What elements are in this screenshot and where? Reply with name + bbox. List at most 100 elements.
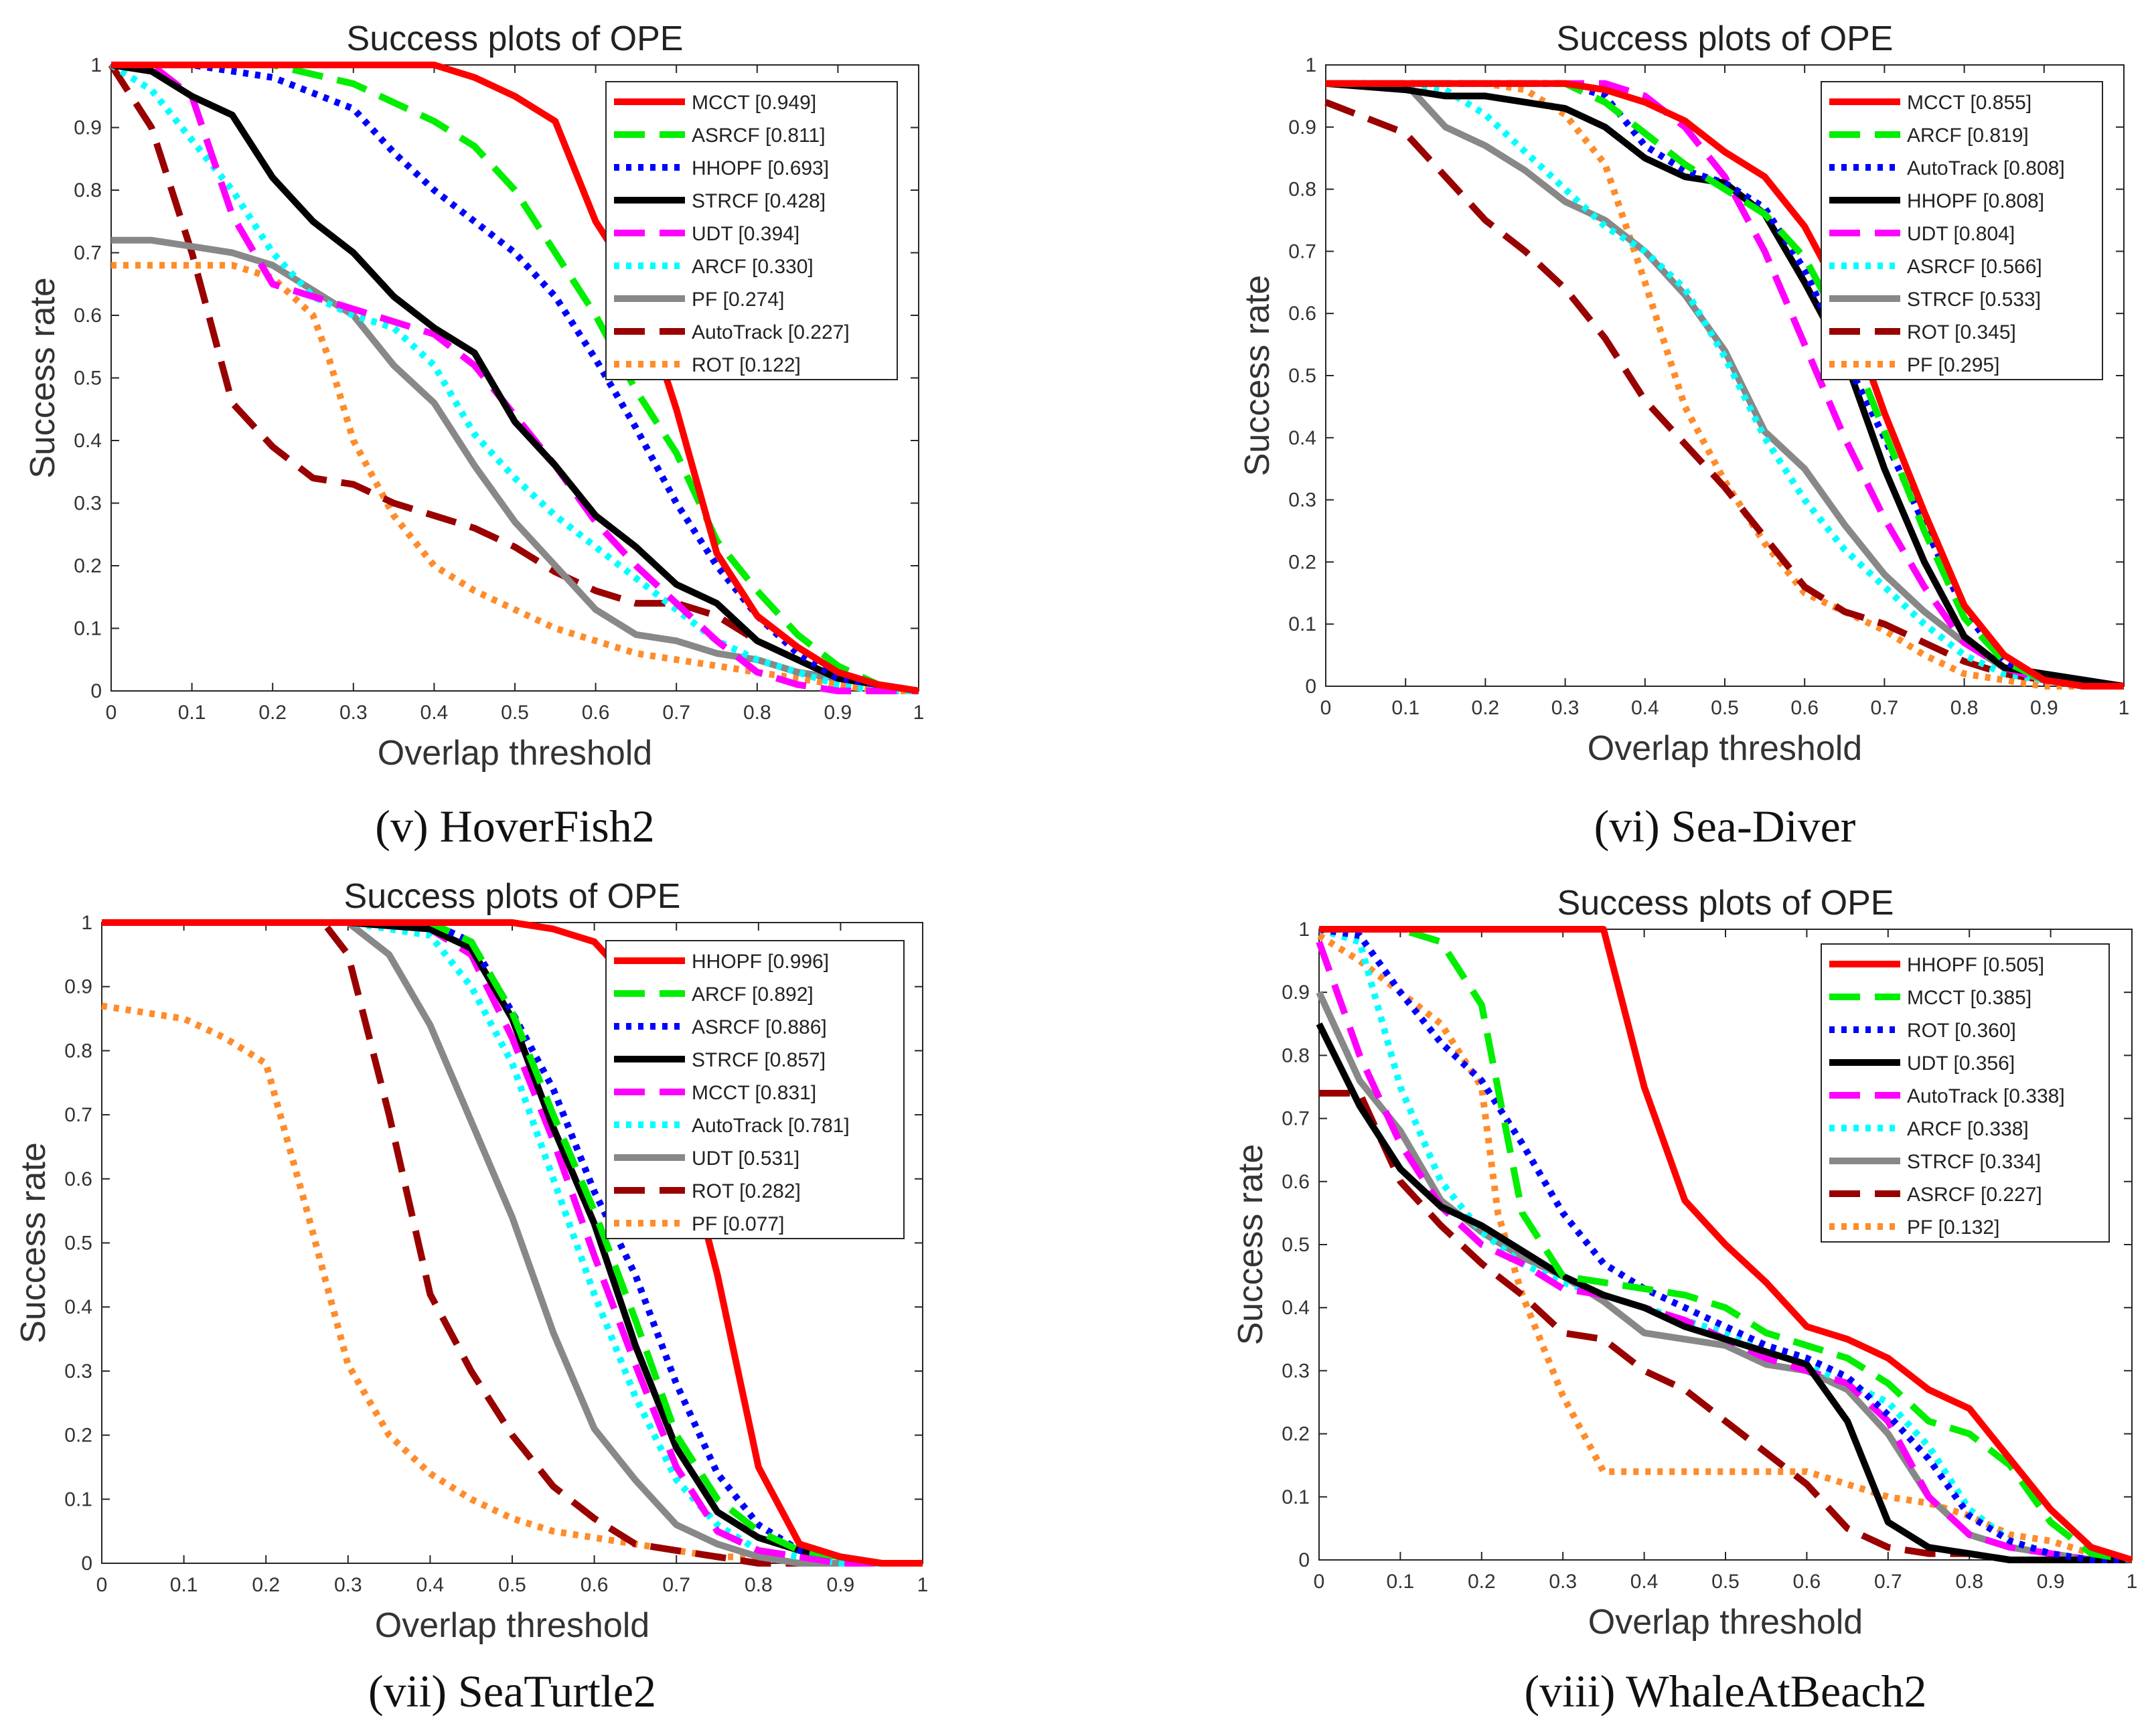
x-tick-label: 0.1: [1387, 1571, 1415, 1593]
y-tick-label: 1: [81, 912, 92, 934]
chart-caption: (vii) SeaTurtle2: [368, 1666, 656, 1717]
legend-label: STRCF [0.334]: [1907, 1151, 2041, 1173]
y-tick-label: 0.4: [1282, 1297, 1310, 1319]
series-line-1: [111, 62, 919, 694]
x-tick-label: 0.4: [420, 702, 449, 724]
legend-box: [605, 940, 905, 1239]
x-axis-label: Overlap threshold: [1588, 729, 1862, 768]
legend-label: ROT [0.122]: [692, 354, 801, 376]
y-tick-label: 0.6: [74, 305, 102, 327]
series-line-2: [111, 62, 919, 694]
legend-box: [605, 81, 898, 380]
chart-title: Success plots of OPE: [1557, 884, 1894, 923]
legend-label: UDT [0.804]: [1907, 223, 2015, 245]
y-tick-label: 0.5: [1288, 365, 1316, 387]
legend-label: ASRCF [0.227]: [1907, 1184, 2042, 1206]
y-tick-label: 0: [90, 680, 102, 702]
x-axis-label: Overlap threshold: [1588, 1603, 1863, 1642]
chart-panel-1: 0 0.1 0.2 0.3 0.4 0.5 0.6 0.7 0.8 0.9 1 0 0.1 0.2 0.3 0…: [23, 19, 924, 852]
series-line-3: [1318, 926, 2132, 1563]
y-tick-label: 0.9: [74, 117, 102, 139]
x-tick-label: 0: [96, 1574, 108, 1596]
legend-label: UDT [0.394]: [692, 223, 799, 245]
chart-panel-2: 0 0.1 0.2 0.3 0.4 0.5 0.6 0.7 0.8 0.9 1 0 0.1 0.2 0.3 0…: [1238, 19, 2129, 852]
legend: HHOPF [0.996] ARCF [0.892] ASRCF [0.886] ST…: [605, 940, 905, 1239]
y-tick-label: 0.8: [1282, 1044, 1310, 1067]
legend-label: STRCF [0.533]: [1907, 289, 2041, 311]
x-tick-label: 0.3: [339, 702, 368, 724]
legend-label: ARCF [0.338]: [1907, 1118, 2029, 1140]
x-tick-label: 0.2: [258, 702, 287, 724]
series-line-3: [1326, 80, 2124, 690]
legend-label: PF [0.077]: [692, 1213, 784, 1235]
x-tick-label: 0.6: [1790, 697, 1819, 719]
series-line-1: [1326, 80, 2124, 690]
x-tick-label: 0: [106, 702, 117, 724]
x-tick-label: 0.4: [1631, 697, 1659, 719]
y-tick-label: 0.9: [64, 976, 92, 998]
y-tick-label: 0: [1298, 1549, 1310, 1571]
x-tick-label: 0.5: [1711, 1571, 1740, 1593]
y-tick-label: 0: [81, 1553, 92, 1575]
y-tick-label: 0.2: [64, 1425, 92, 1447]
y-tick-label: 0.8: [64, 1040, 92, 1062]
y-tick-label: 0.4: [64, 1296, 92, 1318]
x-tick-label: 0.6: [582, 702, 610, 724]
y-tick-label: 0.1: [1288, 613, 1316, 635]
y-tick-label: 0: [1305, 676, 1316, 698]
legend-label: MCCT [0.385]: [1907, 987, 2031, 1009]
y-axis-label: Success rate: [1231, 1144, 1270, 1346]
chart-caption: (viii) WhaleAtBeach2: [1524, 1666, 1926, 1717]
y-tick-label: 0.8: [1288, 179, 1316, 201]
x-tick-label: 0.7: [1874, 1571, 1902, 1593]
legend-label: PF [0.132]: [1907, 1216, 1999, 1239]
y-tick-label: 0.7: [64, 1104, 92, 1126]
y-tick-label: 0.1: [74, 618, 102, 640]
chart-panel-3: 0 0.1 0.2 0.3 0.4 0.5 0.6 0.7 0.8 0.9 1 0 0.1 0.2 0.3 0…: [14, 877, 928, 1717]
chart-title: Success plots of OPE: [347, 19, 684, 58]
y-tick-label: 0.3: [1288, 489, 1316, 511]
series-line-4: [110, 62, 919, 694]
x-tick-label: 0: [1314, 1571, 1325, 1593]
y-tick-label: 0.4: [1288, 427, 1316, 449]
y-tick-label: 0.3: [74, 493, 102, 515]
x-tick-label: 0.8: [1950, 697, 1979, 719]
x-axis-label: Overlap threshold: [375, 1606, 649, 1645]
legend-label: MCCT [0.855]: [1907, 92, 2031, 114]
legend-label: HHOPF [0.996]: [692, 951, 829, 973]
legend-label: PF [0.295]: [1907, 354, 1999, 376]
chart-title: Success plots of OPE: [1557, 19, 1894, 58]
y-tick-label: 0.6: [1282, 1171, 1310, 1193]
y-tick-label: 0.1: [64, 1488, 92, 1510]
y-tick-label: 0.1: [1282, 1486, 1310, 1508]
series-line-2: [1326, 80, 2124, 690]
legend-label: AutoTrack [0.808]: [1907, 157, 2065, 179]
x-tick-label: 0.2: [1472, 697, 1500, 719]
y-tick-label: 0.5: [1282, 1234, 1310, 1256]
x-tick-label: 0.3: [1549, 1571, 1577, 1593]
x-tick-label: 0.9: [2037, 1571, 2065, 1593]
legend-label: ROT [0.282]: [692, 1180, 801, 1202]
legend-label: ARCF [0.330]: [692, 256, 814, 278]
y-tick-label: 1: [1305, 54, 1316, 76]
legend: MCCT [0.855] ARCF [0.819] AutoTrack [0.808…: [1821, 81, 2103, 380]
series-line-6: [1318, 926, 2132, 1563]
series-line-7: [111, 236, 919, 694]
series-line-2: [1319, 926, 2133, 1563]
series-line-1: [1319, 926, 2133, 1563]
chart-title: Success plots of OPE: [344, 877, 681, 916]
y-tick-label: 1: [90, 54, 102, 76]
legend-label: UDT [0.531]: [692, 1148, 799, 1170]
x-tick-label: 1: [913, 702, 925, 724]
x-tick-label: 0.4: [1630, 1571, 1659, 1593]
y-tick-label: 0.5: [74, 368, 102, 390]
legend-box: [1821, 943, 2110, 1243]
x-tick-label: 0.1: [1391, 697, 1419, 719]
legend-label: STRCF [0.428]: [692, 190, 826, 212]
legend-label: HHOPF [0.693]: [692, 157, 829, 179]
x-tick-label: 0.5: [501, 702, 529, 724]
legend-label: MCCT [0.949]: [692, 92, 816, 114]
x-tick-label: 0.7: [1871, 697, 1899, 719]
x-tick-label: 0: [1320, 697, 1332, 719]
y-tick-label: 0.6: [1288, 303, 1316, 325]
